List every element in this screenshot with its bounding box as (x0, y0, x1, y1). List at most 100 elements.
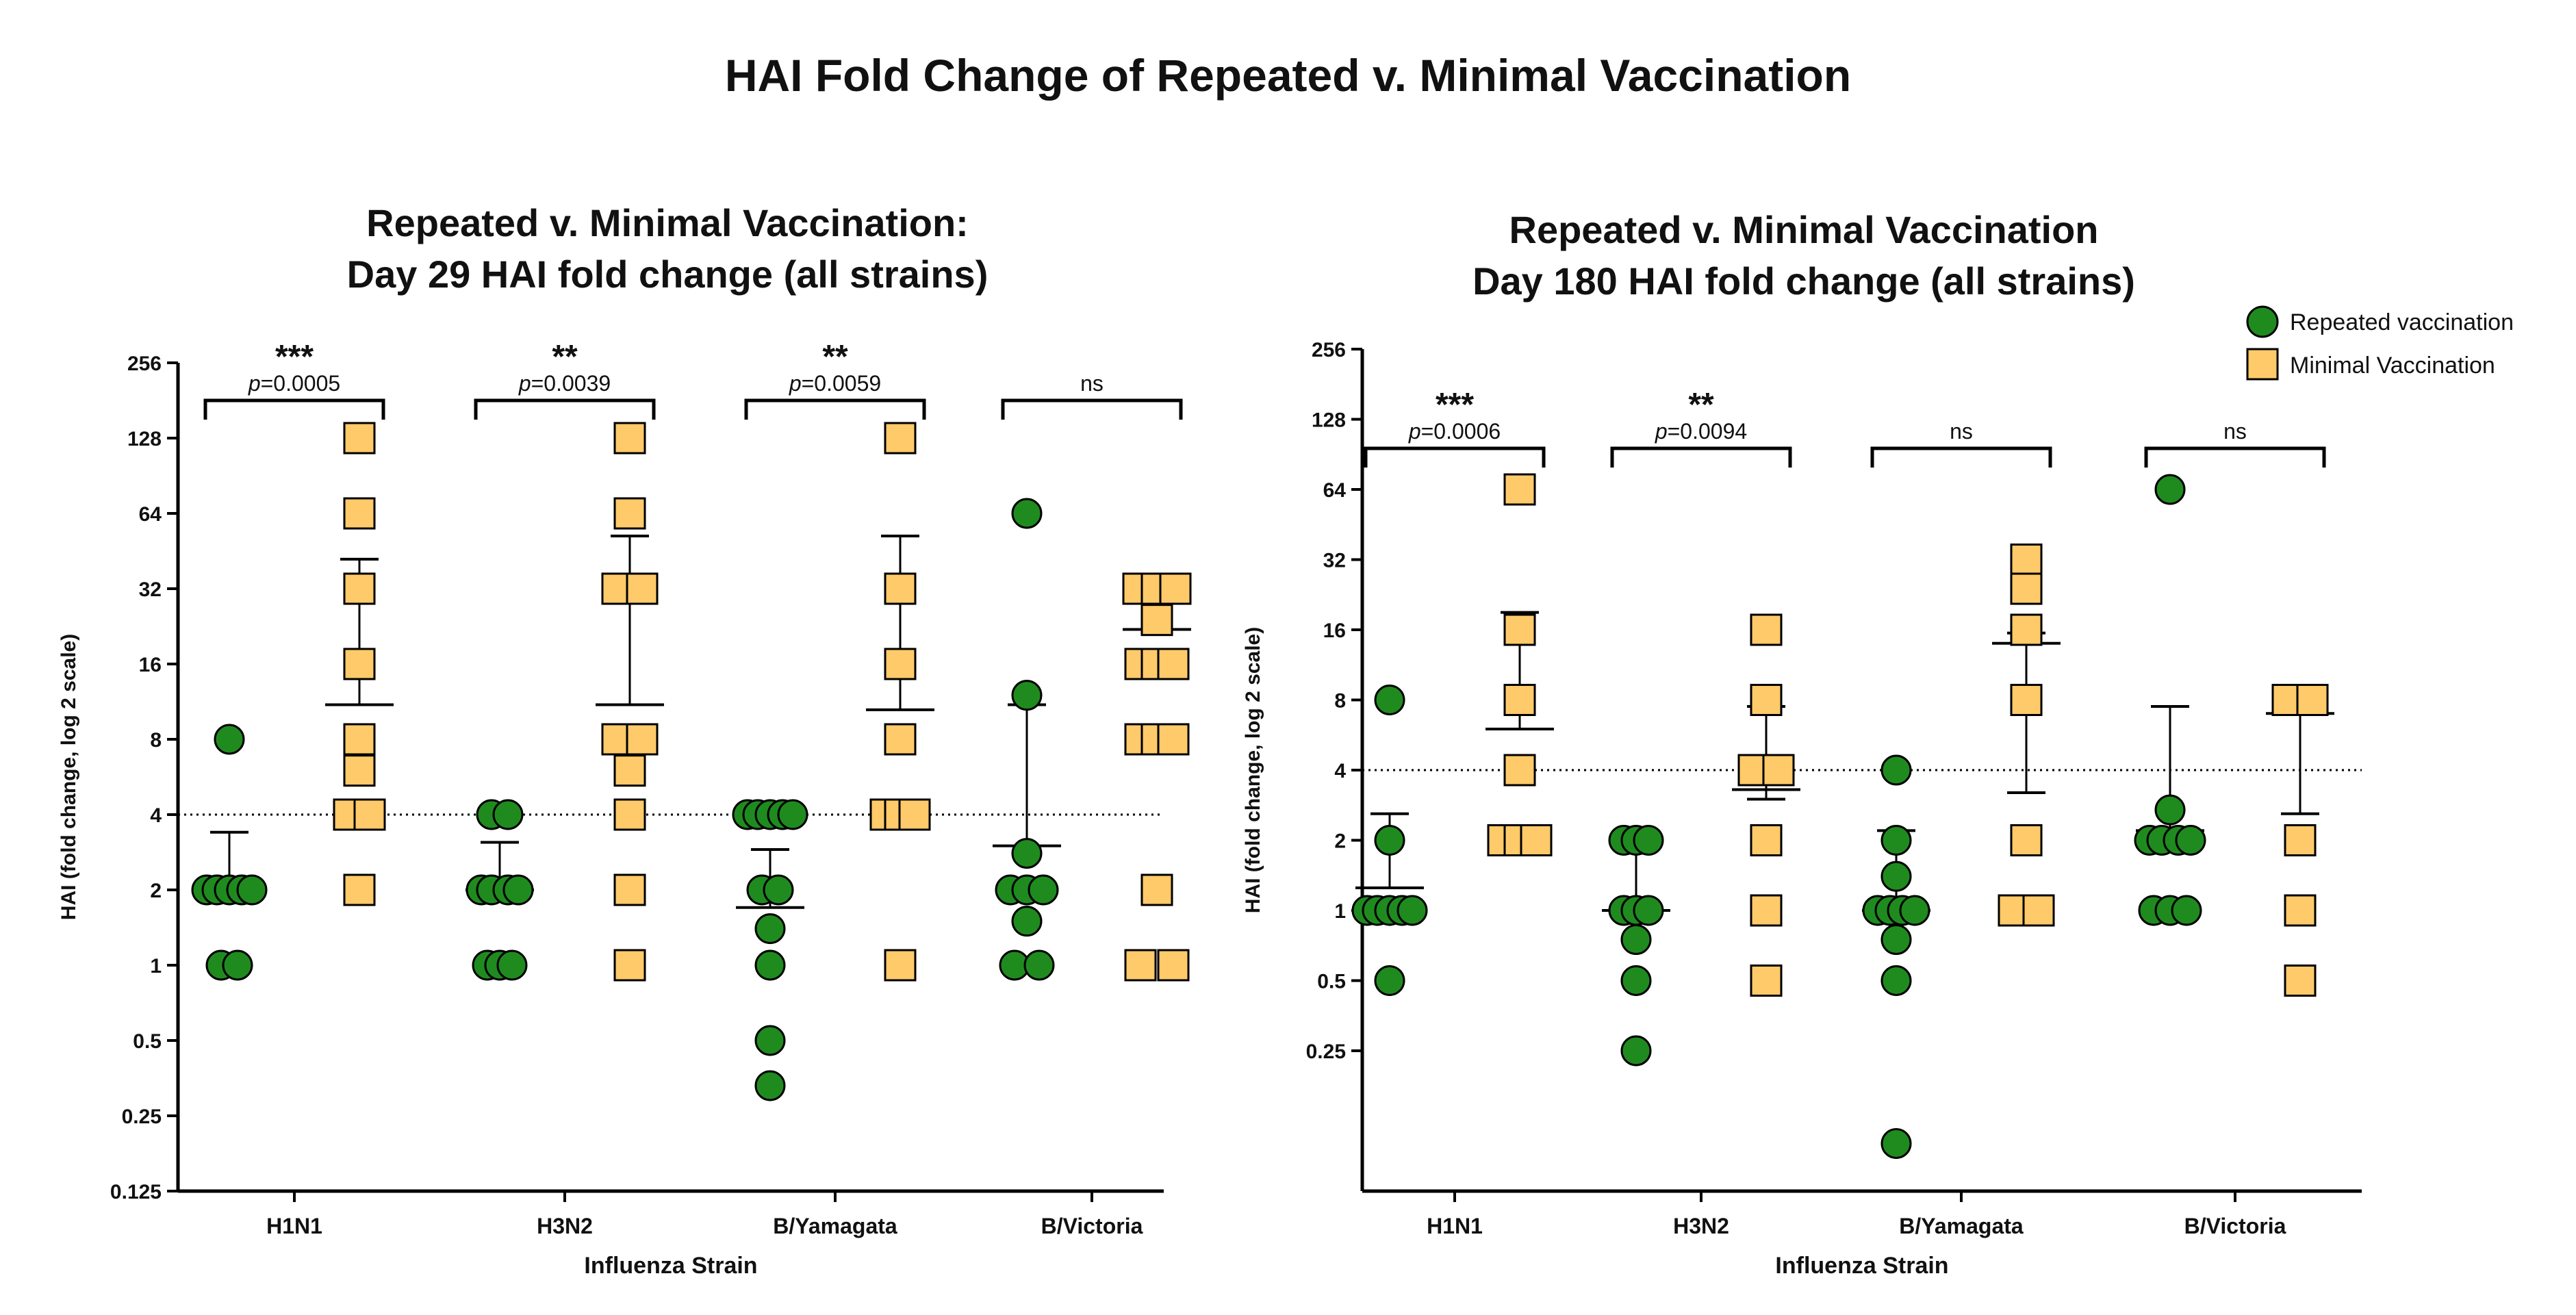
data-point-repeated (754, 913, 786, 945)
data-point-minimal (626, 572, 659, 605)
data-point-repeated (1880, 924, 1912, 956)
y-tick-label: 16 (1323, 620, 1346, 642)
data-point-repeated (1374, 965, 1405, 996)
data-point-repeated (1620, 1035, 1652, 1067)
data-point-minimal (1762, 754, 1795, 787)
data-point-minimal (2010, 613, 2043, 646)
x-tick-label-h3n2: H3N2 (1673, 1214, 1729, 1238)
data-point-repeated (2154, 474, 2186, 505)
x-tick-label-h1n1: H1N1 (1427, 1214, 1483, 1238)
comparison-bracket (2144, 446, 2326, 468)
data-point-minimal (343, 873, 376, 906)
data-point-repeated (222, 949, 253, 981)
data-point-repeated (777, 799, 808, 830)
data-point-repeated (754, 949, 786, 981)
data-point-minimal (2284, 824, 2317, 856)
y-tick-label: 32 (139, 578, 162, 601)
data-point-minimal (613, 873, 646, 906)
data-point-repeated (496, 949, 528, 981)
comparison-bracket (1610, 446, 1792, 468)
data-point-minimal (343, 648, 376, 680)
significance-stars: ** (822, 339, 848, 375)
panel-title-line1: Repeated v. Minimal Vaccination (1509, 208, 2099, 251)
data-point-repeated (1620, 965, 1652, 996)
comparison-bracket (474, 398, 656, 420)
data-point-minimal (343, 723, 376, 756)
data-point-minimal (2296, 684, 2329, 716)
data-point-repeated (1880, 965, 1912, 996)
p-value: =0.0094 (1668, 419, 1748, 444)
data-point-minimal (1157, 949, 1190, 982)
data-point-repeated (1880, 860, 1912, 892)
y-tick-label: 0.25 (1306, 1040, 1346, 1063)
data-point-minimal (2010, 544, 2043, 576)
data-point-repeated (502, 874, 534, 906)
y-tick-label: 0.5 (133, 1030, 162, 1053)
data-point-repeated (763, 874, 794, 906)
data-point-minimal (1750, 824, 1783, 856)
data-point-minimal (1503, 754, 1536, 787)
panel-title-line1: Repeated v. Minimal Vaccination: (366, 201, 969, 244)
data-point-repeated (754, 1025, 786, 1056)
data-point-minimal (2022, 894, 2055, 927)
comparison-bracket (1364, 446, 1546, 468)
p-value-label: ns (1950, 419, 1973, 444)
x-tick-label-h1n1: H1N1 (266, 1214, 322, 1238)
data-point-repeated (754, 1070, 786, 1101)
y-tick-label: 8 (1334, 690, 1346, 713)
y-axis-label: HAI (fold change, log 2 scale) (1242, 627, 1264, 913)
data-point-repeated (1023, 949, 1055, 981)
data-point-minimal (1159, 572, 1192, 605)
y-tick-label: 4 (1334, 760, 1346, 782)
y-tick-label: 256 (1312, 339, 1346, 361)
data-point-repeated (2171, 895, 2202, 926)
data-point-minimal (1503, 473, 1536, 506)
data-point-repeated (2154, 794, 2186, 826)
data-point-minimal (1124, 949, 1157, 982)
legend: Repeated vaccination Minimal Vaccination (2246, 305, 2514, 381)
data-point-repeated (1899, 895, 1930, 926)
p-symbol: p (789, 371, 802, 396)
data-point-minimal (2010, 684, 2043, 716)
p-symbol: p (248, 371, 261, 396)
p-value-label: p=0.0006 (1408, 419, 1501, 444)
data-point-repeated (1011, 906, 1043, 937)
data-point-repeated (1880, 1127, 1912, 1159)
x-axis-label: Influenza Strain (584, 1253, 757, 1279)
p-value-label: ns (2223, 419, 2247, 444)
data-point-minimal (884, 572, 917, 605)
comparison-bracket (1001, 398, 1183, 420)
data-point-repeated (214, 724, 245, 755)
data-point-minimal (2010, 824, 2043, 856)
data-point-minimal (1520, 824, 1553, 856)
data-point-minimal (343, 422, 376, 455)
data-point-minimal (884, 949, 917, 982)
y-tick-label: 128 (1312, 409, 1346, 432)
p-value-label: ns (1080, 371, 1104, 396)
legend-repeated-label: Repeated vaccination (2290, 309, 2514, 335)
p-symbol: p (1408, 419, 1421, 444)
data-point-minimal (613, 754, 646, 787)
data-point-minimal (2284, 894, 2317, 927)
legend-repeated-marker (2246, 305, 2279, 338)
data-point-repeated (2175, 825, 2206, 856)
p-value-label: p=0.0039 (518, 371, 611, 396)
data-point-minimal (1140, 604, 1173, 637)
data-point-repeated (1028, 874, 1059, 906)
y-tick-label: 1 (150, 955, 162, 978)
significance-stars: *** (1436, 387, 1474, 423)
y-tick-label: 256 (127, 353, 162, 375)
data-point-repeated (1011, 498, 1043, 529)
data-point-minimal (353, 798, 386, 831)
data-point-repeated (1620, 924, 1652, 956)
x-axis-label: Influenza Strain (1775, 1253, 1948, 1279)
data-point-repeated (1397, 895, 1428, 926)
data-point-minimal (343, 572, 376, 605)
data-point-minimal (343, 754, 376, 787)
p-value-label: p=0.0005 (248, 371, 340, 396)
data-point-minimal (1140, 873, 1173, 906)
data-point-repeated (1633, 825, 1664, 856)
data-point-minimal (613, 422, 646, 455)
data-point-repeated (1880, 754, 1912, 786)
y-tick-label: 128 (127, 428, 162, 450)
